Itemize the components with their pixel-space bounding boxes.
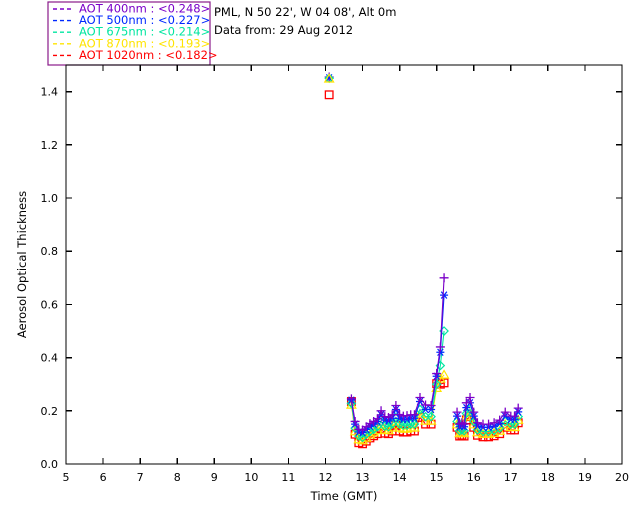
- x-tick-label: 15: [430, 471, 444, 484]
- data-point-square: [439, 378, 449, 388]
- x-tick-label: 5: [63, 471, 70, 484]
- plot-axes: 5 6 7 8 9 10 11 12 13 14 15 16 17 18 19 20 0.0 0.2 0.4 0.6 0…: [41, 64, 629, 484]
- data-point-triangle: [425, 415, 437, 425]
- x-tick-label: 19: [578, 471, 592, 484]
- legend-label: AOT 675nm : <0.214>: [79, 25, 210, 39]
- data-point-plus: [469, 407, 479, 417]
- x-tick-label: 6: [100, 471, 107, 484]
- x-tick-label: 8: [174, 471, 181, 484]
- data-point-diamond: [346, 398, 357, 409]
- y-tick-label: 0.8: [41, 245, 59, 258]
- outlier-points-group: [323, 72, 335, 100]
- y-tick-label: 0.4: [41, 352, 59, 365]
- x-tick-label: 7: [137, 471, 144, 484]
- y-axis-title-group: Aerosol Optical Thickness: [15, 191, 29, 338]
- x-tick-label: 10: [244, 471, 258, 484]
- data-point-plus: [500, 407, 510, 417]
- y-tick-label: 1.2: [41, 139, 59, 152]
- series-aot-500nm: [347, 291, 523, 437]
- data-point-plus: [452, 407, 462, 417]
- data-point-plus: [380, 412, 390, 422]
- x-tick-label: 13: [356, 471, 370, 484]
- data-point-plus: [457, 418, 467, 428]
- x-tick-label: 20: [615, 471, 629, 484]
- legend-label: AOT 500nm : <0.227>: [79, 13, 210, 27]
- data-point-plus: [432, 369, 442, 379]
- data-point-triangle: [360, 432, 372, 442]
- x-tick-label: 11: [281, 471, 295, 484]
- data-point-triangle: [386, 422, 398, 432]
- chart-header: PML, N 50 22', W 04 08', Alt 0m Data fro…: [214, 5, 396, 37]
- series-aot-400nm: [346, 273, 523, 435]
- y-tick-label: 1.0: [41, 192, 59, 205]
- data-point-plus: [435, 342, 445, 352]
- data-point-triangle: [420, 415, 431, 425]
- data-point-plus: [372, 414, 382, 424]
- y-tick-label: 1.4: [41, 86, 59, 99]
- y-tick-label: 0.6: [41, 298, 59, 311]
- header-location: PML, N 50 22', W 04 08', Alt 0m: [214, 5, 396, 19]
- x-tick-label: 16: [467, 471, 481, 484]
- data-point-triangle: [414, 408, 426, 418]
- data-point-diamond: [383, 421, 394, 432]
- legend-label: AOT 1020nm : <0.182>: [79, 48, 218, 62]
- data-point-diamond: [398, 420, 409, 431]
- data-point-diamond: [431, 379, 442, 390]
- data-point-plus: [395, 410, 405, 420]
- data-point-plus: [376, 406, 386, 416]
- data-point-diamond: [379, 421, 390, 432]
- header-date: Data from: 29 Aug 2012: [214, 23, 353, 37]
- data-point-star: [440, 291, 449, 299]
- legend-label: AOT 400nm : <0.248>: [79, 2, 210, 16]
- data-point-plus: [465, 393, 475, 402]
- plot-frame: [65, 64, 623, 465]
- data-point-plus: [409, 410, 419, 420]
- legend: AOT 400nm : <0.248>AOT 500nm : <0.227>AO…: [47, 1, 218, 66]
- y-axis-title: Aerosol Optical Thickness: [15, 191, 29, 338]
- data-point-triangle: [323, 73, 335, 83]
- y-tick-label: 0.0: [41, 458, 59, 471]
- data-point-diamond: [405, 419, 416, 429]
- data-point-plus: [350, 416, 360, 426]
- data-point-plus: [346, 394, 356, 404]
- data-point-diamond: [409, 419, 420, 429]
- legend-label: AOT 870nm : <0.193>: [79, 36, 210, 50]
- x-axis-title-group: Time (GMT): [310, 489, 378, 503]
- legend-box: [47, 1, 211, 66]
- data-point-plus: [459, 419, 469, 429]
- data-point-plus: [489, 418, 499, 428]
- data-point-diamond: [426, 411, 436, 422]
- x-tick-label: 14: [393, 471, 407, 484]
- x-tick-label: 9: [211, 471, 218, 484]
- data-point-plus: [461, 398, 471, 408]
- data-point-plus: [484, 419, 494, 429]
- data-series-group: [345, 273, 524, 449]
- data-point-plus: [391, 400, 401, 410]
- data-point-star: [436, 348, 445, 357]
- data-point-triangle: [438, 369, 450, 379]
- x-tick-label: 17: [504, 471, 518, 484]
- data-point-plus: [415, 393, 425, 402]
- data-point-plus: [439, 273, 449, 283]
- data-point-diamond: [402, 420, 412, 431]
- x-tick-label: 12: [318, 471, 332, 484]
- y-tick-label: 0.2: [41, 405, 59, 418]
- data-point-triangle: [383, 424, 394, 435]
- x-tick-label: 18: [541, 471, 555, 484]
- x-axis-title: Time (GMT): [310, 489, 378, 503]
- data-point-plus: [510, 411, 520, 421]
- data-point-square: [324, 90, 334, 100]
- series-line: [456, 396, 519, 426]
- data-point-plus: [513, 403, 523, 413]
- data-point-plus: [365, 419, 375, 429]
- data-point-plus: [402, 411, 412, 421]
- data-point-triangle: [371, 424, 383, 435]
- data-point-plus: [426, 400, 436, 410]
- data-point-plus: [495, 415, 505, 425]
- data-point-plus: [472, 418, 482, 428]
